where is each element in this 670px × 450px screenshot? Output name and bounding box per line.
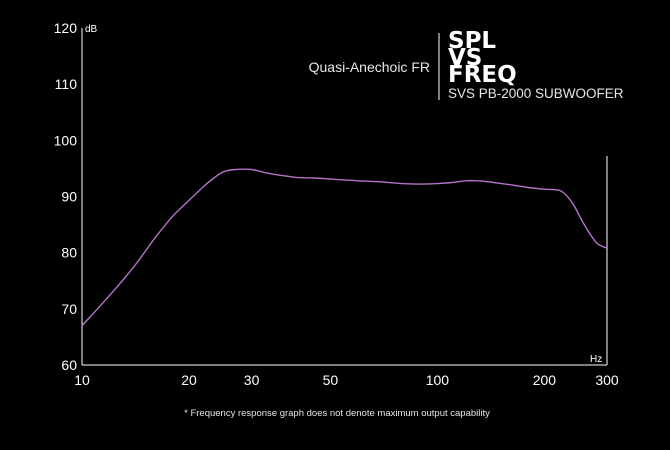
y-tick-label: 80 (61, 245, 77, 261)
title-line-vs: VS (448, 45, 482, 71)
y-tick-label: 90 (61, 189, 77, 205)
x-tick-label: 20 (181, 372, 197, 388)
x-tick-label: 100 (426, 372, 450, 388)
footnote: * Frequency response graph does not deno… (184, 408, 490, 419)
chart-subtitle: Quasi-Anechoic FR (309, 59, 430, 75)
x-tick-label: 10 (74, 372, 90, 388)
x-tick-label: 50 (323, 372, 339, 388)
x-tick-label: 200 (533, 372, 557, 388)
x-tick-labels: 10 20 30 50 100 200 300 (74, 372, 619, 388)
axes (81, 28, 608, 366)
model-name: SVS PB-2000 SUBWOOFER (448, 86, 624, 101)
y-tick-label: 70 (61, 301, 77, 317)
y-tick-labels: 60 70 80 90 100 110 120 (54, 20, 78, 373)
y-unit-label: dB (85, 24, 98, 35)
x-unit-label: Hz (590, 354, 602, 365)
y-tick-label: 110 (55, 76, 78, 92)
plot-area (81, 168, 608, 327)
title-line-freq: FREQ (448, 62, 517, 88)
x-tick-label: 300 (595, 372, 619, 388)
title-line-spl: SPL (448, 28, 496, 54)
x-tick-label: 30 (244, 372, 260, 388)
y-tick-label: 100 (54, 132, 78, 148)
frequency-response-line (81, 168, 608, 327)
y-tick-label: 120 (54, 20, 78, 36)
y-tick-label: 60 (61, 357, 77, 373)
